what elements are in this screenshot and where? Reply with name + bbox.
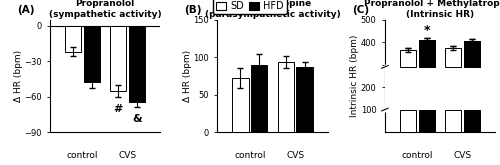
Bar [278,62,294,132]
Text: (A): (A) [17,5,34,15]
Title: Methylatropine
(parasympathetic activity): Methylatropine (parasympathetic activity… [204,0,340,19]
Text: control: control [66,151,98,160]
Text: control: control [234,151,266,160]
Text: #: # [114,104,123,114]
Bar [418,40,434,67]
Bar [65,26,81,52]
Text: CVS: CVS [454,151,471,160]
Bar [418,40,434,132]
Bar [464,110,480,132]
Title: Propranolol + Methylatropine
(Intrinsic HR): Propranolol + Methylatropine (Intrinsic … [364,0,500,19]
Y-axis label: Intrinsic HR (bpm): Intrinsic HR (bpm) [350,35,360,117]
Bar [110,26,126,91]
Bar [400,50,416,67]
Y-axis label: Δ HR (bpm): Δ HR (bpm) [183,50,192,102]
Bar [129,26,145,102]
Bar [418,110,434,132]
Bar [385,67,495,110]
Bar [400,110,416,132]
Text: CVS: CVS [118,151,137,160]
Legend: SD, HFD: SD, HFD [214,0,286,14]
Bar [445,48,462,132]
Bar [232,78,248,132]
Bar [464,41,480,67]
Text: &: & [132,114,142,124]
Text: *: * [424,24,430,37]
Bar [296,67,312,132]
Bar [445,48,462,67]
Y-axis label: Δ HR (bpm): Δ HR (bpm) [14,50,22,102]
Bar [251,65,268,132]
Bar [445,110,462,132]
Bar [464,41,480,132]
Text: (C): (C) [352,5,369,15]
Bar [84,26,100,82]
Title: Propranolol
(sympathetic activity): Propranolol (sympathetic activity) [49,0,162,19]
Text: CVS: CVS [286,151,304,160]
Text: control: control [402,151,433,160]
Text: (B): (B) [184,5,202,15]
Bar [400,50,416,132]
